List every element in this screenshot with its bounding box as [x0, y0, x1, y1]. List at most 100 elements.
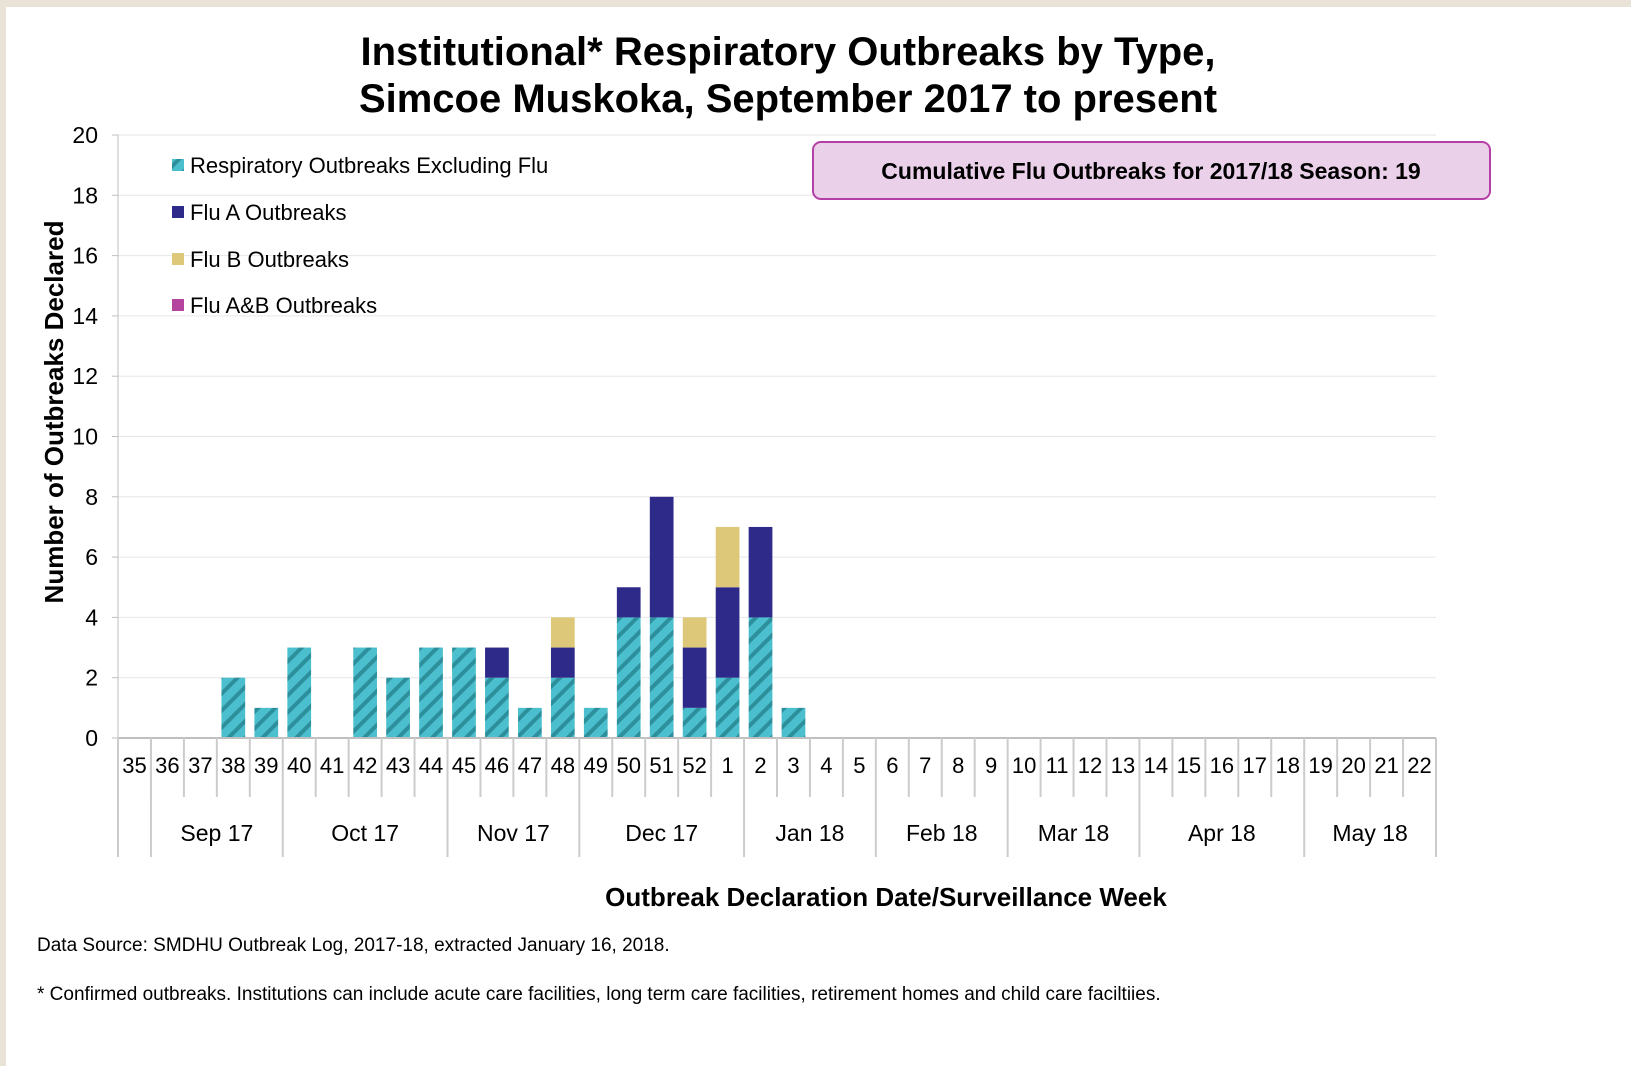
x-tick-label: 47: [518, 753, 542, 778]
x-tick-label: 38: [221, 753, 245, 778]
bar-segment-respiratory-outbreaks-excluding-flu: [452, 647, 476, 738]
bar-segment-flu-a-outbreaks: [682, 647, 707, 708]
x-tick-label: 21: [1374, 753, 1398, 778]
x-tick-label: 7: [919, 753, 931, 778]
y-tick-label: 20: [72, 122, 98, 148]
x-tick-label: 6: [886, 753, 898, 778]
x-tick-label: 17: [1243, 753, 1267, 778]
x-tick-label: 14: [1144, 753, 1168, 778]
bar-segment-respiratory-outbreaks-excluding-flu: [616, 617, 641, 738]
bar-segment-respiratory-outbreaks-excluding-flu: [649, 617, 674, 738]
x-tick-label: 11: [1046, 753, 1069, 778]
x-tick-label: 41: [320, 753, 344, 778]
x-month-label: Mar 18: [1038, 820, 1110, 846]
grid: [118, 134, 1436, 679]
x-month-label: Apr 18: [1188, 820, 1256, 846]
x-tick-label: 2: [754, 753, 766, 778]
x-tick-label: 10: [1012, 753, 1036, 778]
y-tick-label: 18: [72, 182, 98, 208]
bar-segment-respiratory-outbreaks-excluding-flu: [353, 647, 377, 738]
y-tick-label: 8: [85, 484, 98, 510]
x-tick-label: 42: [353, 753, 377, 778]
legend-swatch: [172, 299, 184, 311]
bar-segment-flu-a-outbreaks: [748, 526, 773, 618]
bar-segment-respiratory-outbreaks-excluding-flu: [221, 677, 246, 738]
legend-label: Flu A&B Outbreaks: [190, 293, 377, 318]
chart: Institutional* Respiratory Outbreaks by …: [37, 30, 1491, 1005]
x-tick-label: 12: [1078, 753, 1102, 778]
x-tick-label: 36: [155, 753, 179, 778]
x-axis-label: Outbreak Declaration Date/Surveillance W…: [605, 882, 1167, 912]
y-tick-label: 2: [85, 665, 98, 691]
bars: [221, 496, 806, 738]
cumulative-box-text: Cumulative Flu Outbreaks for 2017/18 Sea…: [881, 158, 1420, 184]
bar-segment-respiratory-outbreaks-excluding-flu: [715, 677, 740, 738]
bar-segment-flu-a-outbreaks: [550, 647, 575, 678]
x-tick-label: 43: [386, 753, 410, 778]
x-tick-label: 20: [1341, 753, 1365, 778]
y-axis-label: Number of Outbreaks Declared: [39, 221, 69, 604]
x-tick-label: 4: [820, 753, 832, 778]
cumulative-box: Cumulative Flu Outbreaks for 2017/18 Sea…: [812, 141, 1491, 200]
legend-swatch: [172, 253, 184, 265]
x-month-label: Feb 18: [906, 820, 978, 846]
x-tick-label: 9: [985, 753, 997, 778]
x-month-label: Dec 17: [625, 820, 698, 846]
bar-segment-flu-b-outbreaks: [715, 526, 740, 588]
bar-segment-respiratory-outbreaks-excluding-flu: [682, 707, 707, 738]
footnote: * Confirmed outbreaks. Institutions can …: [37, 984, 1161, 1005]
bar-segment-respiratory-outbreaks-excluding-flu: [518, 707, 542, 738]
x-tick-label: 8: [952, 753, 964, 778]
x-month-label: Oct 17: [331, 820, 399, 846]
x-tick-label: 48: [551, 753, 575, 778]
bar-segment-respiratory-outbreaks-excluding-flu: [386, 677, 410, 738]
x-tick-label: 5: [853, 753, 865, 778]
y-tick-label: 12: [72, 363, 98, 389]
bar-segment-flu-b-outbreaks: [550, 617, 575, 648]
y-tick-label: 14: [72, 303, 98, 329]
bar-segment-respiratory-outbreaks-excluding-flu: [287, 647, 312, 738]
x-tick-label: 52: [682, 753, 706, 778]
x-tick-label: 37: [188, 753, 212, 778]
bar-segment-flu-a-outbreaks: [616, 587, 641, 618]
y-tick-label: 16: [72, 243, 98, 269]
legend-swatch: [172, 206, 184, 218]
x-axis: 35 36 37 38 39 40 41 42 43 44 45 46 47 48 49 50 51 52 1 2 3 4…: [117, 737, 1437, 857]
x-tick-label: 46: [485, 753, 509, 778]
legend-label: Flu B Outbreaks: [190, 247, 349, 272]
bar-segment-respiratory-outbreaks-excluding-flu: [781, 707, 806, 738]
bar-segment-respiratory-outbreaks-excluding-flu: [583, 707, 608, 738]
bar-segment-flu-b-outbreaks: [682, 617, 707, 648]
x-tick-label: 44: [419, 753, 443, 778]
x-tick-label: 39: [254, 753, 278, 778]
chart-title-line-1: Institutional* Respiratory Outbreaks by …: [361, 30, 1216, 74]
x-tick-label: 49: [584, 753, 608, 778]
x-tick-label: 51: [649, 753, 673, 778]
x-month-label: Nov 17: [477, 820, 550, 846]
x-tick-label: 15: [1177, 753, 1201, 778]
x-tick-label: 35: [122, 753, 146, 778]
y-tick-label: 0: [85, 725, 98, 751]
legend: Respiratory Outbreaks Excluding Flu Flu A…: [172, 153, 548, 318]
x-tick-label: 19: [1308, 753, 1332, 778]
y-tick-label: 10: [72, 424, 98, 450]
x-tick-label: 40: [287, 753, 311, 778]
x-tick-label: 16: [1210, 753, 1234, 778]
x-month-label: May 18: [1332, 820, 1407, 846]
x-tick-label: 13: [1111, 753, 1135, 778]
x-tick-label: 45: [452, 753, 476, 778]
x-month-label: Jan 18: [775, 820, 844, 846]
x-tick-label: 50: [616, 753, 640, 778]
x-tick-label: 3: [787, 753, 799, 778]
x-tick-label: 18: [1275, 753, 1299, 778]
bar-segment-respiratory-outbreaks-excluding-flu: [419, 647, 443, 738]
y-tick-label: 6: [85, 544, 98, 570]
x-tick-label: 22: [1407, 753, 1431, 778]
bar-segment-respiratory-outbreaks-excluding-flu: [748, 617, 773, 738]
bar-segment-respiratory-outbreaks-excluding-flu: [550, 677, 575, 738]
cumulative-box-background: [812, 141, 1491, 200]
bar-segment-flu-a-outbreaks: [485, 647, 509, 678]
chart-title-line-2: Simcoe Muskoka, September 2017 to presen…: [359, 77, 1217, 121]
bar-segment-respiratory-outbreaks-excluding-flu: [485, 677, 509, 738]
